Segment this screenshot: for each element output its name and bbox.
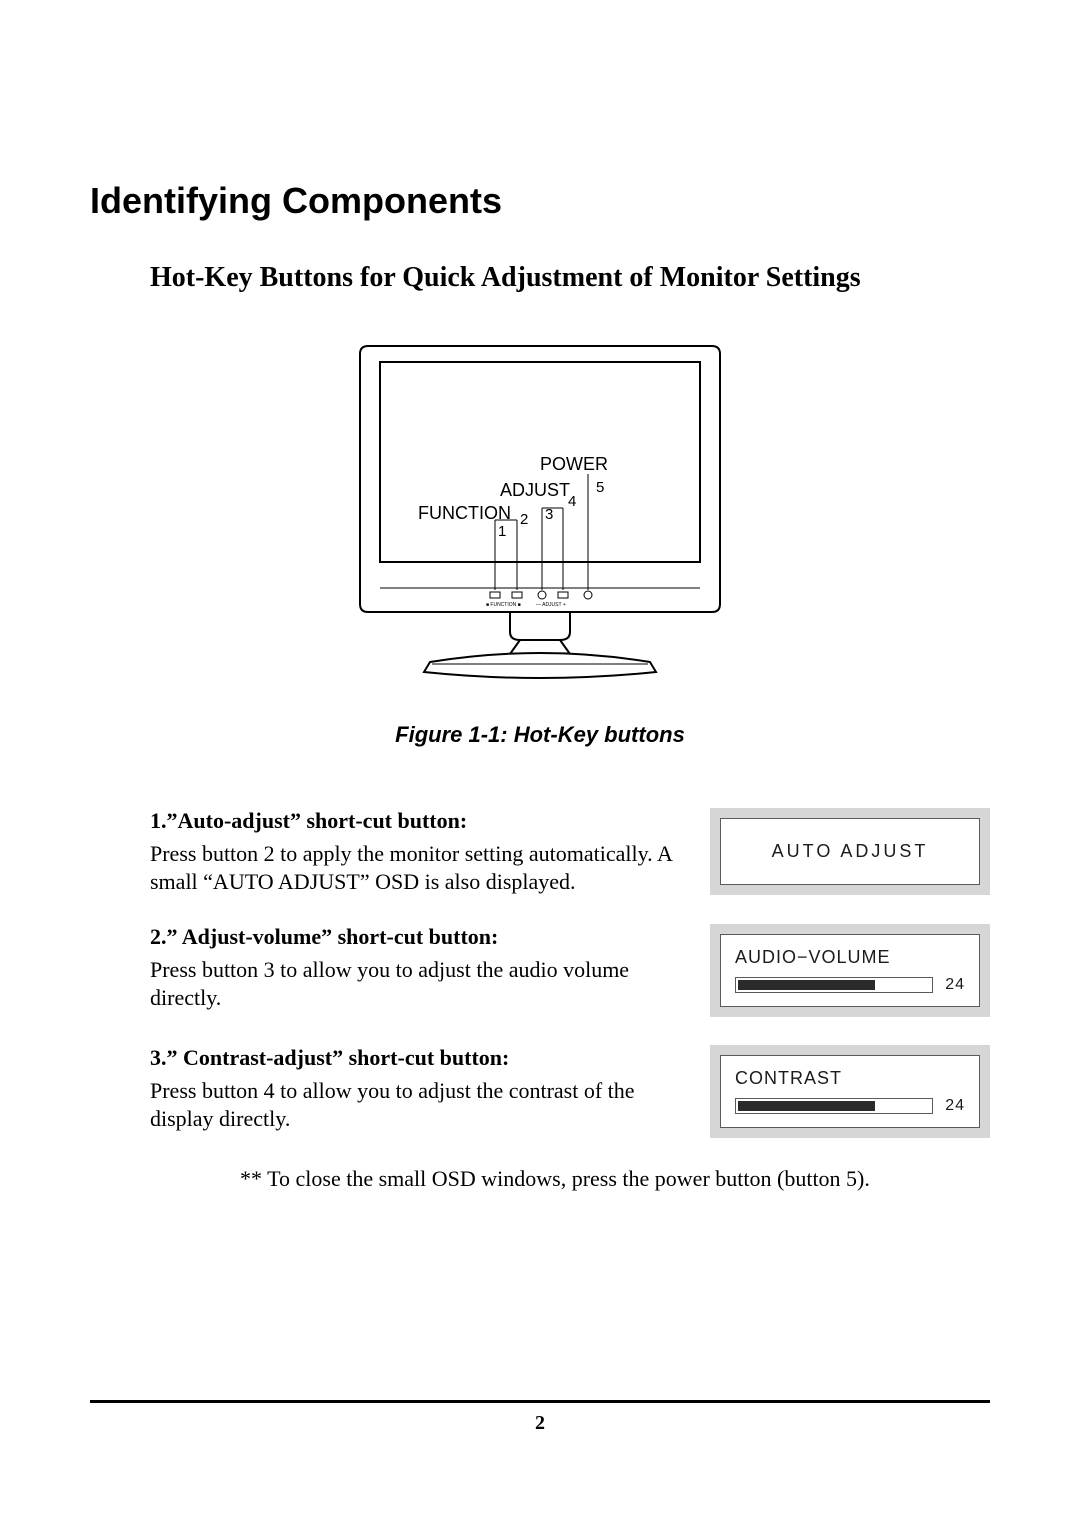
svg-text:■ FUNCTION ■: ■ FUNCTION ■ — [486, 602, 521, 608]
item-title: 3.” Contrast-adjust” short-cut button: — [150, 1045, 676, 1071]
osd-value: 24 — [941, 1097, 965, 1115]
label-1: 1 — [498, 523, 506, 540]
item-body: Press button 3 to allow you to adjust th… — [150, 956, 676, 1012]
osd-contrast: CONTRAST 24 — [710, 1045, 990, 1138]
section-contrast: 3.” Contrast-adjust” short-cut button: P… — [150, 1045, 990, 1138]
osd-bar-fill — [738, 980, 875, 990]
item-body: Press button 4 to allow you to adjust th… — [150, 1077, 676, 1133]
shortcut-sections: 1.”Auto-adjust” short-cut button: Press … — [150, 808, 990, 1192]
osd-label: AUDIO−VOLUME — [735, 947, 965, 968]
osd-bar-fill — [738, 1101, 875, 1111]
footnote: ** To close the small OSD windows, press… — [240, 1166, 990, 1192]
figure-1-1: ■ FUNCTION ■ — ADJUST + POWER ADJUST 5 F… — [90, 324, 990, 748]
item-title: 2.” Adjust-volume” short-cut button: — [150, 924, 676, 950]
footer-rule — [90, 1400, 990, 1403]
item-title: 1.”Auto-adjust” short-cut button: — [150, 808, 676, 834]
label-4: 4 — [568, 493, 576, 510]
monitor-diagram: ■ FUNCTION ■ — ADJUST + POWER ADJUST 5 F… — [340, 324, 740, 704]
osd-audio-volume: AUDIO−VOLUME 24 — [710, 924, 990, 1017]
label-function: FUNCTION — [418, 503, 511, 523]
figure-caption: Figure 1-1: Hot-Key buttons — [90, 722, 990, 748]
section-subtitle: Hot-Key Buttons for Quick Adjustment of … — [150, 262, 990, 294]
page-title: Identifying Components — [90, 180, 990, 222]
osd-bar — [735, 977, 933, 993]
label-5: 5 — [596, 479, 604, 496]
osd-auto-adjust: AUTO ADJUST — [710, 808, 990, 895]
label-2: 2 — [520, 511, 528, 528]
manual-page: Identifying Components Hot-Key Buttons f… — [0, 0, 1080, 1529]
label-adjust: ADJUST — [500, 480, 570, 500]
section-auto-adjust: 1.”Auto-adjust” short-cut button: Press … — [150, 808, 990, 896]
label-power: POWER — [540, 454, 608, 474]
page-number: 2 — [0, 1412, 1080, 1435]
label-3: 3 — [545, 506, 553, 523]
svg-text:— ADJUST +: — ADJUST + — [536, 602, 566, 608]
osd-label: AUTO ADJUST — [772, 841, 929, 861]
osd-label: CONTRAST — [735, 1068, 965, 1089]
item-body: Press button 2 to apply the monitor sett… — [150, 840, 676, 896]
section-audio-volume: 2.” Adjust-volume” short-cut button: Pre… — [150, 924, 990, 1017]
osd-bar — [735, 1098, 933, 1114]
osd-value: 24 — [941, 976, 965, 994]
